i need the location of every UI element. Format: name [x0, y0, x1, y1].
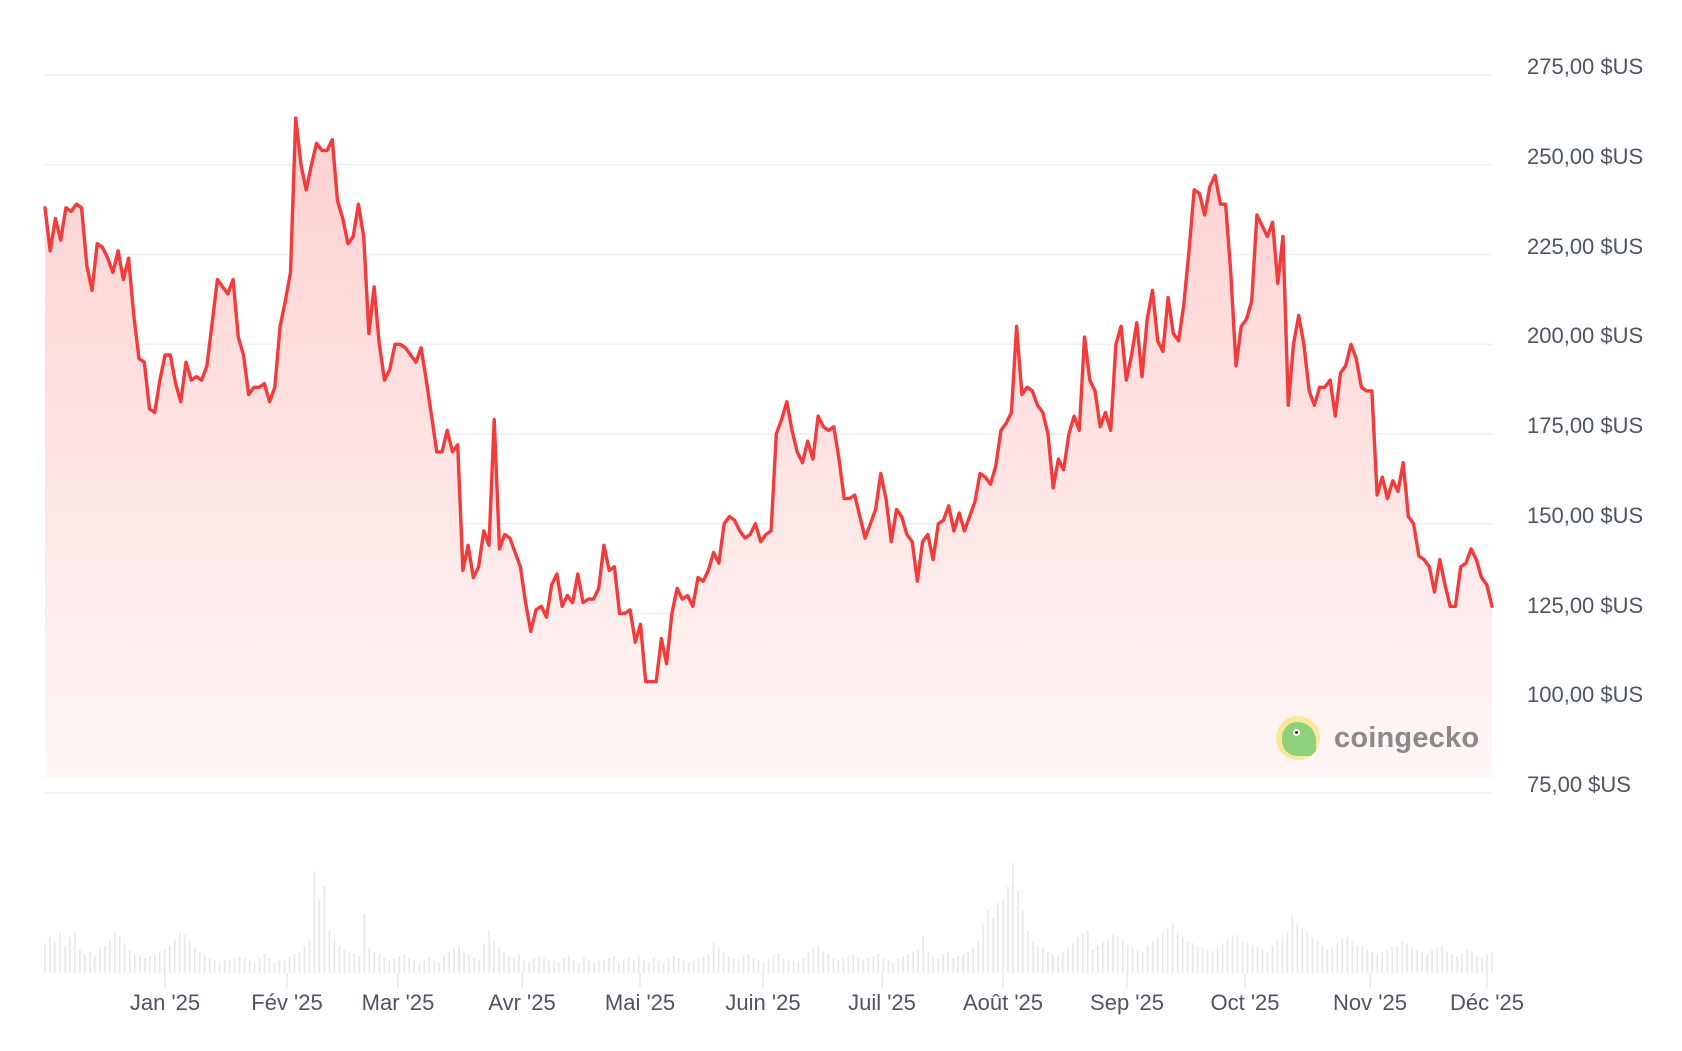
- x-axis-label: Sep '25: [1090, 990, 1164, 1015]
- x-axis-label: Mar '25: [361, 990, 435, 1015]
- y-axis-label: 200,00 $US: [1527, 323, 1644, 349]
- x-axis-label: Déc '25: [1450, 990, 1524, 1015]
- y-axis-label: 125,00 $US: [1527, 592, 1644, 618]
- x-axis-label: Nov '25: [1333, 990, 1407, 1015]
- coingecko-watermark: coingecko: [1276, 716, 1479, 760]
- y-axis-label: 250,00 $US: [1527, 143, 1644, 169]
- coingecko-gecko-icon: [1276, 716, 1320, 760]
- x-axis-label: Avr '25: [488, 990, 556, 1015]
- y-axis-label: 150,00 $US: [1527, 502, 1644, 528]
- y-axis-label: 175,00 $US: [1527, 413, 1644, 438]
- x-axis-label: Mai '25: [604, 990, 676, 1015]
- x-axis-label: Fév '25: [251, 990, 323, 1015]
- y-axis-label: 275,00 $US: [1527, 54, 1644, 79]
- price-line[interactable]: [43, 116, 1494, 684]
- x-axis-ticks: [164, 973, 1488, 987]
- volume-bars: [44, 863, 1493, 973]
- x-axis-label: Oct '25: [1210, 990, 1280, 1015]
- x-axis-label: Août '25: [962, 990, 1044, 1015]
- x-axis-label: Juil '25: [848, 990, 916, 1015]
- y-axis-label: 100,00 $US: [1527, 682, 1644, 708]
- price-area-fill: [45, 118, 1492, 779]
- x-axis-label: Juin '25: [725, 990, 801, 1015]
- watermark-text: coingecko: [1334, 721, 1480, 754]
- y-axis-label: 75,00 $US: [1527, 772, 1631, 797]
- x-axis-label: Jan '25: [129, 990, 201, 1015]
- y-axis-label: 225,00 $US: [1527, 233, 1644, 259]
